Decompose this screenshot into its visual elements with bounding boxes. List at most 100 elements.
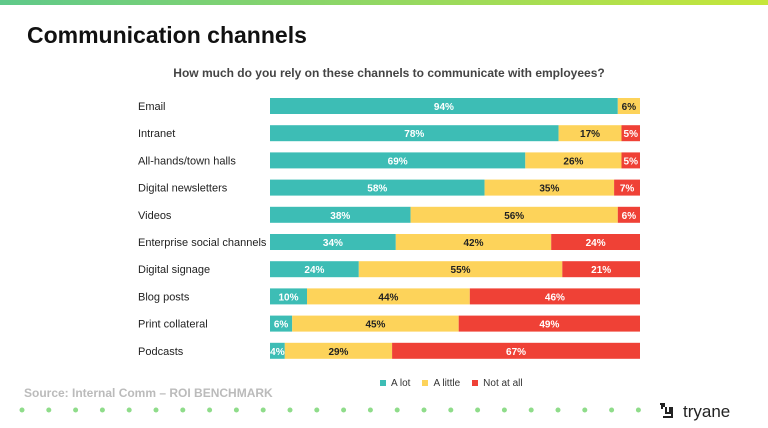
data-label: 46% <box>545 292 565 303</box>
bar-segment <box>395 234 552 250</box>
category-label: Blog posts <box>138 291 190 303</box>
decorative-dot <box>528 407 534 413</box>
legend-label: A lot <box>391 378 411 389</box>
decorative-dot <box>609 407 615 413</box>
bar-segment <box>551 234 640 250</box>
bar-segment <box>562 261 640 278</box>
decorative-dot <box>287 407 293 413</box>
data-label: 44% <box>378 292 398 303</box>
data-label: 26% <box>563 156 583 167</box>
decorative-dot <box>501 407 507 413</box>
chart-title: How much do you rely on these channels t… <box>173 66 605 80</box>
data-label: 69% <box>388 156 408 167</box>
logo-icon <box>660 403 673 418</box>
source-note: Source: Internal Comm – ROI BENCHMARK <box>24 386 273 400</box>
bar-segment <box>270 206 411 223</box>
data-label: 5% <box>624 156 639 167</box>
bar-segment <box>270 152 526 169</box>
bar-segment <box>270 288 307 305</box>
bar-segment <box>392 342 640 359</box>
data-label: 42% <box>463 238 483 249</box>
legend-item: A lot <box>380 378 410 389</box>
data-label: 6% <box>622 211 637 222</box>
data-label: 56% <box>504 211 524 222</box>
decorative-dot <box>367 407 373 413</box>
category-label: Print collateral <box>138 319 208 331</box>
decorative-dot <box>394 407 400 413</box>
bar-segment <box>270 234 396 250</box>
decorative-dot <box>19 407 25 413</box>
decorative-dot <box>73 407 79 413</box>
bar-segment <box>270 261 359 278</box>
decorative-dot <box>582 407 588 413</box>
decorative-dot <box>260 407 266 413</box>
data-label: 10% <box>278 292 298 303</box>
tryane-logo: tryane <box>658 402 730 422</box>
decorative-dot <box>46 407 52 413</box>
data-label: 49% <box>539 320 559 331</box>
decorative-dot <box>180 407 186 413</box>
category-label: Digital signage <box>138 264 210 276</box>
bar-segment <box>410 206 618 223</box>
bar-segment <box>292 315 459 332</box>
decorative-dot <box>126 407 132 413</box>
bar-segment <box>621 152 640 169</box>
bar-segment <box>284 342 393 359</box>
decorative-dot <box>475 407 481 413</box>
top-gradient-bar <box>0 0 768 5</box>
decorative-dot <box>99 407 105 413</box>
legend-swatch <box>422 380 429 386</box>
data-label: 6% <box>622 102 637 113</box>
bar-segment <box>358 261 563 278</box>
bar-segment <box>469 288 640 305</box>
data-label: 38% <box>330 211 350 222</box>
bar-segment <box>458 315 640 332</box>
bar-segment <box>621 125 640 142</box>
category-label: Digital newsletters <box>138 183 228 195</box>
bar-segment <box>614 179 640 196</box>
category-label: Videos <box>138 210 172 222</box>
legend-swatch <box>380 380 386 386</box>
data-label: 35% <box>539 184 559 195</box>
decorative-dot <box>555 407 561 413</box>
category-label: Intranet <box>138 128 175 140</box>
legend: A lot A little Not at all <box>380 378 523 389</box>
decorative-dot <box>153 407 159 413</box>
data-label: 7% <box>620 184 635 195</box>
data-label: 5% <box>624 129 639 140</box>
bar-segment <box>558 125 622 142</box>
legend-label: Not at all <box>483 378 523 389</box>
decorative-dot <box>448 407 454 413</box>
bar-segment <box>270 342 285 359</box>
bar-segment <box>617 98 640 114</box>
data-label: 94% <box>434 102 454 113</box>
decorative-dot <box>635 407 641 413</box>
data-label: 58% <box>367 184 387 195</box>
data-label: 24% <box>304 265 324 276</box>
bar-segment <box>270 179 485 196</box>
decorative-dot <box>314 407 320 413</box>
data-label: 4% <box>270 347 285 358</box>
bar-segment <box>484 179 615 196</box>
data-label: 45% <box>365 320 385 331</box>
legend-item: A little <box>422 378 460 389</box>
legend-item: Not at all <box>472 378 523 389</box>
category-label: Email <box>138 101 166 113</box>
data-label: 17% <box>580 129 600 140</box>
bar-segment <box>270 98 618 114</box>
decorative-dot <box>233 407 239 413</box>
category-label: All-hands/town halls <box>138 155 236 167</box>
decorative-dot <box>421 407 427 413</box>
bar-segment <box>307 288 470 305</box>
decorative-dot <box>207 407 213 413</box>
page-title: Communication channels <box>27 22 307 48</box>
brand-name: tryane <box>683 402 731 421</box>
data-label: 6% <box>274 320 289 331</box>
data-label: 24% <box>586 238 606 249</box>
bar-segment <box>617 206 640 223</box>
legend-label: A little <box>433 378 461 389</box>
bar-segment <box>270 125 559 142</box>
data-label: 34% <box>323 238 343 249</box>
data-label: 29% <box>328 347 348 358</box>
